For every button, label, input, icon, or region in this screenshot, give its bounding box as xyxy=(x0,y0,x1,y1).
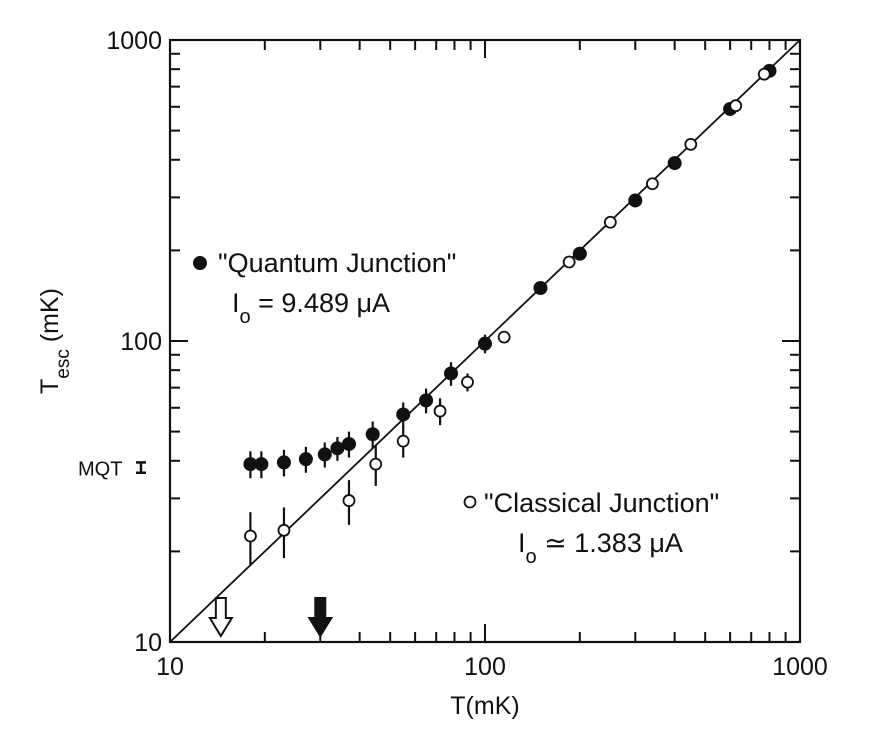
classical-point xyxy=(433,404,447,418)
quantum-point xyxy=(317,447,332,462)
classical-point xyxy=(277,523,291,537)
classical-point xyxy=(646,177,659,191)
quantum-legend-current: Io = 9.489 μA xyxy=(232,288,390,328)
classical-point xyxy=(684,137,698,151)
filled-arrow xyxy=(307,597,334,638)
quantum-legend-title: "Quantum Junction" xyxy=(218,248,456,278)
open-arrow xyxy=(208,597,234,638)
quantum-legend-marker xyxy=(193,256,207,270)
quantum-point xyxy=(533,280,548,295)
classical-point xyxy=(603,215,617,229)
classical-point xyxy=(497,330,511,344)
classical-point xyxy=(562,255,576,269)
axes xyxy=(168,38,802,644)
classical-point xyxy=(729,99,743,113)
quantum-point xyxy=(298,452,313,467)
x-tick-label: 1000 xyxy=(772,653,828,681)
x-tick-label: 100 xyxy=(464,653,506,681)
quantum-point xyxy=(478,336,492,351)
x-tick-label: 10 xyxy=(156,653,184,681)
classical-point xyxy=(342,494,356,507)
quantum-point xyxy=(396,407,411,422)
quantum-point xyxy=(667,156,682,171)
classical-legend-marker xyxy=(463,495,477,509)
classical-point xyxy=(757,67,771,81)
classical-point xyxy=(244,529,257,543)
quantum-point xyxy=(341,436,356,451)
classical-legend-title: "Classical Junction" xyxy=(484,488,719,518)
classical-legend-current: Io ≃ 1.383 μA xyxy=(518,528,683,568)
y-tick-label: 1000 xyxy=(106,27,162,55)
quantum-point xyxy=(628,193,643,208)
x-axis-title: T(mK) xyxy=(450,692,519,720)
y-tick-label: 10 xyxy=(134,629,162,657)
quantum-point xyxy=(572,246,587,261)
data-layer xyxy=(169,39,801,643)
quantum-point xyxy=(276,455,291,470)
classical-point xyxy=(369,457,383,471)
mqt-label: MQT xyxy=(78,458,122,480)
quantum-point xyxy=(419,393,434,408)
classical-point xyxy=(461,375,474,389)
quantum-point xyxy=(330,441,345,456)
y-axis-title: Tesc (mK) xyxy=(36,288,74,394)
text-layer: 10 100 1000 10 100 1000 T(mK) Tesc (mK) MQT "Quan… xyxy=(36,27,828,720)
y-tick-label: 100 xyxy=(120,328,162,356)
quantum-point xyxy=(365,427,380,442)
quantum-point xyxy=(444,366,459,381)
quantum-point xyxy=(254,457,269,472)
classical-point xyxy=(396,434,410,448)
